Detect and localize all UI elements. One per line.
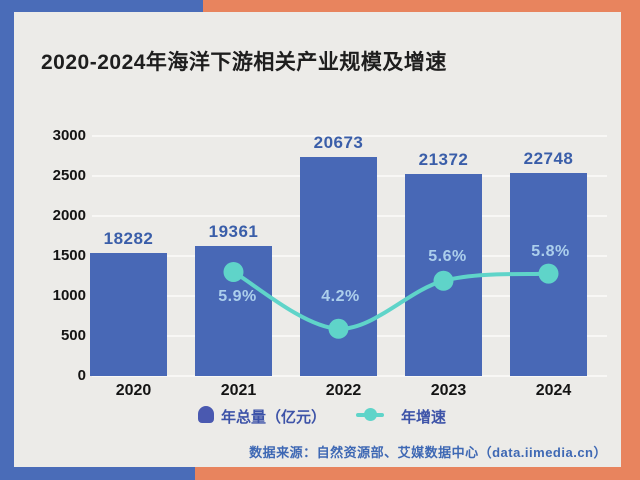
legend-bar-label: 年总量（亿元） <box>221 409 327 426</box>
frame-bottom-orange <box>195 467 640 480</box>
chart-title: 2020-2024年海洋下游相关产业规模及增速 <box>41 51 447 74</box>
line-series-dot-icon <box>364 408 377 421</box>
data-source-note: 数据来源：自然资源部、艾媒数据中心（data.iimedia.cn） <box>249 445 607 460</box>
frame-right-orange <box>621 0 640 480</box>
bar-series-swatch-icon <box>198 406 214 423</box>
chart-panel <box>14 12 621 467</box>
frame-top-orange <box>203 0 640 12</box>
legend: 年总量（亿元） 年增速 <box>0 402 640 428</box>
legend-line-label: 年增速 <box>401 409 447 426</box>
